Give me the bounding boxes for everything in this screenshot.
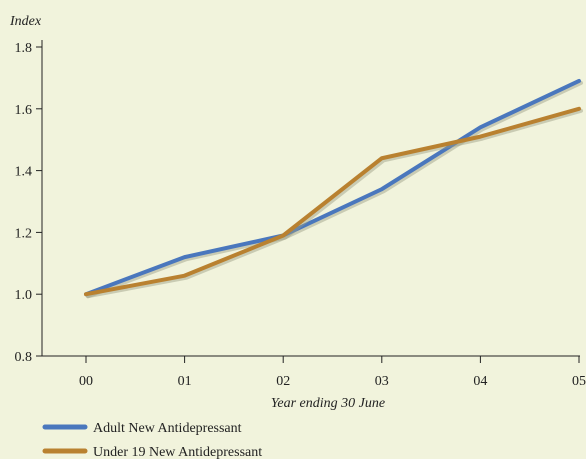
y-tick-label: 1.2 <box>15 226 33 241</box>
x-axis-label: Year ending 30 June <box>271 396 385 411</box>
x-tick-label: 01 <box>178 374 192 389</box>
series-layer <box>84 78 583 299</box>
series-shadow <box>86 108 583 299</box>
x-ticks: 00 01 02 03 04 05 <box>79 356 586 389</box>
y-axis-label: Index <box>9 14 42 29</box>
y-tick-label: 0.8 <box>15 350 33 365</box>
x-tick-label: 04 <box>473 374 487 389</box>
y-tick-label: 1.6 <box>15 103 33 118</box>
y-ticks: 0.8 1.0 1.2 1.4 1.6 1.8 <box>15 41 42 365</box>
x-tick-label: 03 <box>375 374 389 389</box>
y-tick-label: 1.8 <box>15 41 33 56</box>
series-shadow <box>86 80 583 299</box>
series-line-adult <box>84 78 581 297</box>
legend-label: Adult New Antidepressant <box>93 421 242 436</box>
y-tick-label: 1.4 <box>15 165 33 180</box>
x-tick-label: 00 <box>79 374 93 389</box>
x-tick-label: 02 <box>276 374 290 389</box>
legend-label: Under 19 New Antidepressant <box>93 445 262 459</box>
legend: Adult New Antidepressant Under 19 New Ant… <box>42 421 262 459</box>
y-tick-label: 1.0 <box>15 288 33 303</box>
series-line-under-19 <box>84 106 581 297</box>
x-tick-label: 05 <box>572 374 586 389</box>
